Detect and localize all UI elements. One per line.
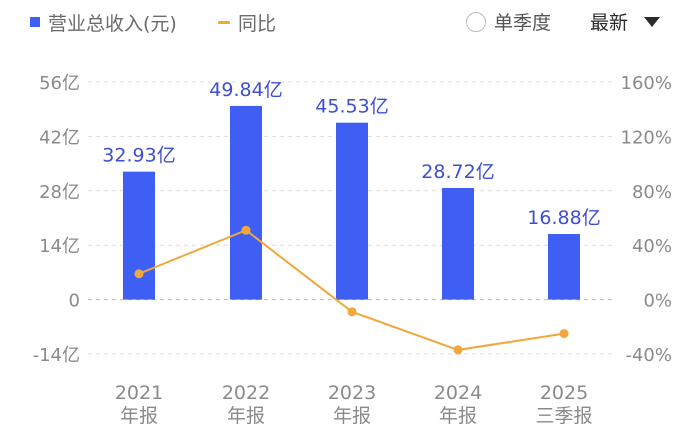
x-tick-label-period: 年报 (227, 405, 265, 427)
y-right-tick-label: 80% (632, 182, 672, 203)
x-tick-label-period: 年报 (333, 405, 371, 427)
x-tick-label-year: 2023 (328, 382, 376, 404)
y-left-tick-label: -14亿 (33, 345, 80, 366)
legend-revenue-label: 营业总收入(元) (48, 12, 177, 35)
single-quarter-radio-icon[interactable] (466, 11, 486, 32)
single-quarter-label: 单季度 (494, 12, 552, 34)
sort-dropdown-label: 最新 (590, 12, 629, 34)
revenue-bar (123, 171, 155, 300)
yoy-point (241, 225, 251, 235)
revenue-bar-label: 28.72亿 (421, 161, 494, 183)
legend-yoy-label: 同比 (238, 12, 277, 35)
x-tick-label-year: 2021 (115, 382, 163, 404)
legend-yoy[interactable]: 同比 (218, 10, 277, 35)
revenue-bar-label: 49.84亿 (209, 79, 282, 101)
yoy-point (347, 307, 357, 317)
y-right-tick-label: 120% (621, 127, 672, 148)
yoy-point (453, 345, 463, 355)
caret-down-icon (644, 16, 661, 27)
y-left-tick-label: 56亿 (39, 73, 80, 94)
legend-revenue-swatch (30, 17, 40, 27)
x-tick-label-year: 2025 (540, 382, 588, 404)
y-right-tick-label: -40% (625, 345, 672, 366)
yoy-point (134, 269, 144, 279)
legend-revenue[interactable]: 营业总收入(元) (30, 10, 177, 35)
revenue-bar-label: 32.93亿 (102, 145, 175, 167)
y-right-tick-label: 0% (643, 291, 672, 312)
single-quarter-toggle[interactable]: 单季度 (466, 8, 551, 35)
y-left-tick-label: 0 (69, 291, 80, 312)
y-left-tick-label: 42亿 (39, 127, 80, 148)
revenue-bar (230, 105, 262, 300)
x-tick-label-year: 2024 (434, 382, 482, 404)
legend-yoy-swatch (218, 20, 230, 24)
chart-toolbar: 营业总收入(元) 同比 单季度 最新 (0, 0, 700, 48)
y-left-tick-label: 14亿 (39, 236, 80, 257)
sort-dropdown[interactable]: 最新 (590, 8, 661, 35)
yoy-point (559, 329, 569, 339)
x-tick-label-period: 年报 (439, 405, 477, 427)
y-left-tick-label: 28亿 (39, 182, 80, 203)
y-right-tick-label: 160% (621, 73, 672, 94)
y-right-tick-label: 40% (632, 236, 672, 257)
revenue-bar (548, 234, 580, 300)
revenue-bar (442, 188, 474, 300)
x-tick-label-year: 2022 (222, 382, 270, 404)
x-tick-label-period: 年报 (120, 405, 158, 427)
revenue-bar-label: 45.53亿 (315, 96, 388, 118)
revenue-bar (336, 122, 368, 300)
x-tick-label-period: 三季报 (535, 405, 592, 427)
revenue-bar-label: 16.88亿 (527, 207, 600, 229)
